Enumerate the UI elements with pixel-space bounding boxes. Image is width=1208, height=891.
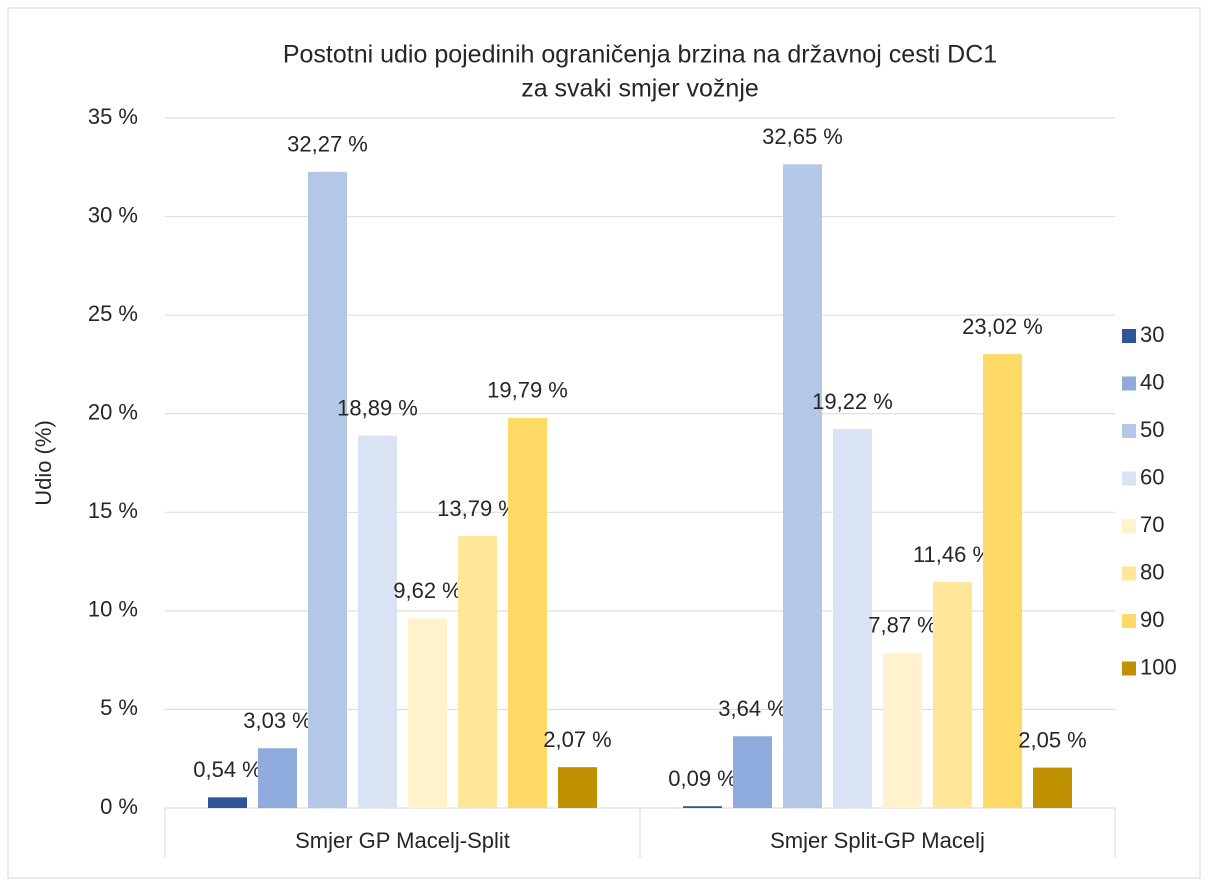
y-tick-label: 10 %	[88, 597, 138, 622]
data-label: 18,89 %	[337, 395, 418, 420]
bar	[558, 767, 597, 808]
bar	[833, 429, 872, 808]
bar	[733, 736, 772, 808]
chart-title: Postotni udio pojedinih ograničenja brzi…	[283, 41, 997, 69]
data-label: 2,05 %	[1018, 727, 1087, 752]
bar	[983, 354, 1022, 808]
data-label: 2,07 %	[543, 727, 612, 752]
data-label: 0,54 %	[193, 757, 262, 782]
legend-label: 90	[1140, 607, 1164, 632]
data-label: 32,27 %	[287, 132, 368, 157]
y-tick-label: 25 %	[88, 301, 138, 326]
data-label: 3,64 %	[718, 696, 787, 721]
y-tick-label: 5 %	[100, 695, 138, 720]
data-label: 32,65 %	[762, 124, 843, 149]
legend-swatch	[1122, 329, 1136, 343]
bar	[208, 797, 247, 808]
legend-label: 60	[1140, 464, 1164, 489]
legend-swatch	[1122, 661, 1136, 676]
data-label: 19,79 %	[487, 378, 568, 403]
bar	[258, 748, 297, 808]
data-label: 3,03 %	[243, 708, 312, 733]
legend-swatch	[1122, 566, 1136, 581]
y-tick-label: 35 %	[88, 104, 138, 129]
x-tick-label: Smjer Split-GP Macelj	[770, 828, 985, 853]
bar	[308, 171, 347, 808]
legend-label: 40	[1140, 369, 1164, 394]
y-tick-label: 15 %	[88, 498, 138, 523]
bar	[683, 806, 722, 808]
bar	[933, 582, 972, 808]
legend-swatch	[1122, 519, 1136, 533]
legend-label: 100	[1140, 654, 1177, 679]
y-axis-label: Udio (%)	[31, 420, 56, 506]
data-label: 7,87 %	[868, 613, 937, 638]
data-label: 11,46 %	[913, 542, 992, 567]
data-label: 13,79 %	[437, 496, 518, 521]
legend-swatch	[1122, 424, 1136, 438]
y-tick-label: 20 %	[88, 400, 138, 425]
legend-label: 30	[1140, 322, 1164, 347]
data-label: 19,22 %	[812, 389, 893, 414]
legend-label: 80	[1140, 559, 1164, 584]
legend-swatch	[1122, 376, 1136, 391]
legend-swatch	[1122, 471, 1136, 486]
bar	[458, 536, 497, 808]
legend-swatch	[1122, 614, 1136, 628]
y-tick-label: 0 %	[100, 794, 138, 819]
bar	[783, 164, 822, 809]
y-tick-label: 30 %	[88, 202, 138, 227]
bar	[408, 618, 447, 808]
data-label: 9,62 %	[393, 578, 462, 603]
bar	[358, 435, 397, 808]
bar	[508, 417, 547, 808]
data-label: 0,09 %	[668, 766, 737, 791]
bar	[1033, 767, 1072, 808]
chart-title: za svaki smjer vožnje	[521, 75, 759, 103]
data-label: 23,02 %	[962, 314, 1043, 339]
legend-label: 70	[1140, 512, 1164, 537]
bar	[883, 652, 922, 808]
legend-label: 50	[1140, 417, 1164, 442]
x-tick-label: Smjer GP Macelj-Split	[295, 828, 510, 853]
